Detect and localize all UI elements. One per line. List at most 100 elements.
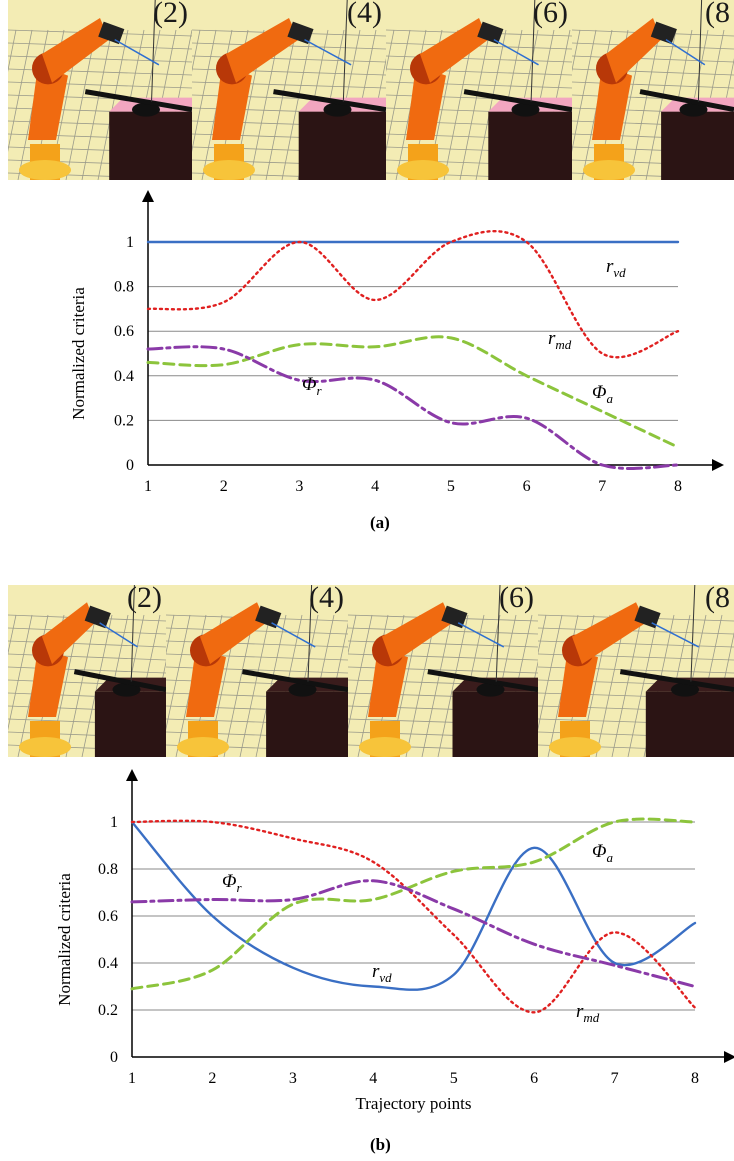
- x-tick-label: 8: [691, 1070, 699, 1087]
- series-label-main: Φ: [592, 382, 606, 403]
- robot-upper-arm: [200, 602, 267, 665]
- series-label-Φa: Φa: [592, 382, 613, 406]
- floor-grid-line: [65, 29, 97, 180]
- y-tick-label: 0: [110, 1049, 118, 1066]
- series-line-r_vd: [130, 820, 697, 991]
- robot-arm-illustration: [192, 0, 386, 180]
- frame-label: (2): [153, 0, 188, 29]
- floor-grid-line: [572, 55, 734, 63]
- panel-label-b: (b): [370, 1135, 391, 1154]
- floor-grid-line: [538, 614, 563, 731]
- floor-grid-line: [627, 614, 659, 757]
- table-block: [109, 111, 192, 180]
- work-rod: [427, 669, 538, 693]
- floor-grid-line: [386, 29, 395, 73]
- trajectory-line: [307, 585, 313, 682]
- frame-label: (8: [705, 585, 730, 614]
- robot-tool: [255, 605, 282, 629]
- robot-upper-arm: [420, 18, 489, 83]
- work-rod: [619, 669, 734, 693]
- x-tick-label: 5: [450, 1070, 458, 1087]
- robot-base-plate: [19, 160, 71, 180]
- robot-upper-arm: [606, 18, 662, 83]
- floor-grid-line: [629, 29, 661, 180]
- robot-frame-a-2: (4): [192, 0, 386, 180]
- floor-grid-line: [8, 640, 166, 648]
- work-rod: [463, 89, 572, 113]
- robot-frames-strip-b: (2) (4) (6) (8: [8, 585, 734, 757]
- series-line-Φa: [130, 817, 697, 991]
- floor-grid-line: [348, 614, 373, 731]
- floor-grid-line: [8, 614, 17, 655]
- floor-grid-line: [572, 29, 597, 153]
- robot-arm-illustration: [572, 0, 734, 180]
- robot-frame-b-3: (6): [348, 585, 538, 757]
- series-label-sub: a: [606, 850, 613, 865]
- y-tick-label: 1: [126, 234, 134, 251]
- frame-label: (6): [499, 585, 534, 614]
- floor-grid-line: [166, 614, 191, 731]
- floor-grid-line: [421, 614, 453, 757]
- tool-axis: [271, 622, 316, 648]
- robot-lower-arm: [28, 64, 68, 140]
- trajectory-line: [697, 0, 703, 102]
- robot-lower-arm: [28, 646, 68, 717]
- series-label-main: r: [548, 328, 556, 349]
- frame-label: (6): [533, 0, 568, 29]
- y-tick-label: 0.4: [114, 368, 134, 385]
- trajectory-line: [130, 585, 135, 682]
- floor-grid-line: [81, 614, 113, 757]
- y-tick-label: 0.6: [114, 323, 134, 340]
- floor-grid-line: [166, 614, 175, 655]
- table-block: [645, 691, 734, 757]
- series-label-main: Φ: [222, 871, 236, 892]
- robot-tool: [477, 21, 504, 45]
- series-label-main: Φ: [302, 374, 316, 395]
- floor-grid-line: [572, 81, 734, 89]
- robot-frames-strip-a: (2) (4) (6) (8: [8, 0, 734, 180]
- robot-arm-illustration: [166, 585, 348, 757]
- table-block: [488, 111, 572, 180]
- table-block: [298, 111, 386, 180]
- series-label-sub: a: [606, 391, 613, 406]
- x-tick-label: 1: [144, 478, 152, 495]
- floor-grid-line: [437, 614, 469, 757]
- work-rod: [273, 89, 386, 113]
- x-axis-arrow: [712, 459, 724, 471]
- robot-upper-arm: [42, 18, 110, 83]
- x-tick-label: 6: [523, 478, 531, 495]
- workpiece: [511, 102, 540, 117]
- series-label-main: Φ: [592, 841, 606, 862]
- floor-grid-line: [81, 29, 113, 180]
- floor-grid-line: [239, 614, 271, 757]
- robot-tool: [287, 21, 314, 45]
- x-tick-label: 7: [611, 1070, 619, 1087]
- floor-grid-line: [645, 29, 677, 180]
- series-label-main: r: [606, 256, 614, 277]
- robot-frame-b-1: (2): [8, 585, 166, 757]
- chart-b: 0 0.2 0.4 0.6 0.8 1 1 2 3 4 5 6 7 8 Normalized criteri…: [55, 769, 734, 1113]
- robot-lower-arm: [406, 64, 446, 140]
- series-label-sub: r: [236, 880, 242, 895]
- y-axis-title: Normalized criteria: [69, 287, 88, 420]
- robot-base-plate: [549, 737, 601, 757]
- floor-grid-line: [192, 29, 217, 153]
- floor-grid-line: [459, 29, 491, 180]
- series-label-Φa: Φa: [592, 841, 613, 865]
- series-label-Φr: Φr: [302, 374, 322, 398]
- robot-tool: [441, 605, 468, 629]
- floor-grid-line: [443, 29, 475, 180]
- series-label-sub: md: [583, 1010, 599, 1025]
- y-tick-label: 0.8: [98, 861, 118, 878]
- y-tick-label: 0.2: [114, 412, 134, 429]
- x-tick-label: 3: [289, 1070, 297, 1087]
- robot-frame-a-1: (2): [8, 0, 192, 180]
- x-tick-label: 5: [447, 478, 455, 495]
- robot-base-plate: [177, 737, 229, 757]
- floor-grid-line: [265, 29, 297, 180]
- robot-frame-b-2: (4): [166, 585, 348, 757]
- y-tick-label: 0: [126, 457, 134, 474]
- frame-label: (2): [127, 585, 162, 614]
- robot-lower-arm: [212, 64, 252, 140]
- tool-axis: [114, 38, 160, 66]
